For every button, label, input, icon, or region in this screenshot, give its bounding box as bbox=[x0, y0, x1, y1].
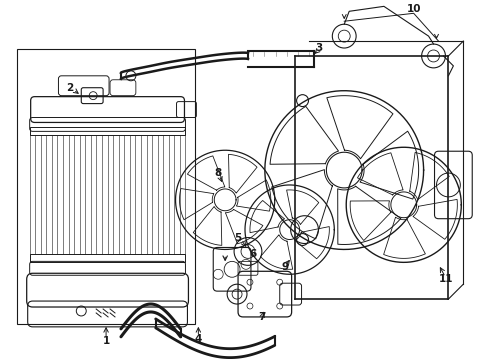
Text: 5: 5 bbox=[234, 233, 242, 243]
Text: 9: 9 bbox=[281, 262, 288, 272]
Bar bbox=[30, 255, 185, 262]
Text: 3: 3 bbox=[316, 43, 323, 53]
Text: 6: 6 bbox=[249, 249, 257, 260]
Text: 10: 10 bbox=[406, 4, 421, 14]
Text: 8: 8 bbox=[215, 168, 222, 178]
Text: 2: 2 bbox=[66, 83, 73, 93]
Bar bbox=[30, 127, 185, 135]
Text: 1: 1 bbox=[102, 336, 110, 346]
Text: 4: 4 bbox=[195, 334, 202, 344]
Text: 7: 7 bbox=[258, 312, 266, 322]
Text: 11: 11 bbox=[439, 274, 454, 284]
Bar bbox=[17, 49, 196, 324]
